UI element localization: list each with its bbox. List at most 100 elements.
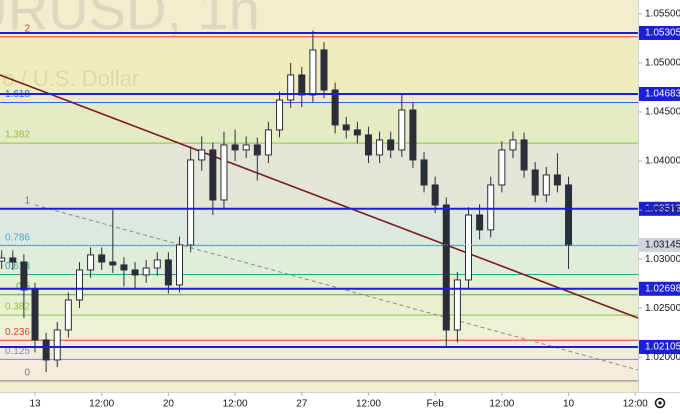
y-tick-label: 1.04000 (645, 156, 680, 167)
watermark: EURUSD, 1h Euro / U.S. Dollar (0, 0, 260, 91)
last-price-box (639, 237, 680, 252)
candles (0, 30, 573, 372)
candle-body (509, 139, 517, 151)
candle-body (309, 49, 317, 96)
level-box (639, 87, 680, 102)
fib-label: 0.382 (5, 302, 30, 313)
candle-body (531, 169, 539, 196)
fib-label: 2 (24, 23, 30, 34)
fib-band (0, 36, 638, 103)
level-box (639, 281, 680, 296)
settings-icon[interactable] (654, 397, 666, 409)
x-tick-label: 20 (163, 399, 175, 410)
fib-label: 1 (24, 195, 30, 206)
candle-body (98, 254, 106, 263)
candle-body (398, 109, 406, 151)
level-label: 1.05305 (645, 28, 680, 39)
level-label: 1.02105 (645, 342, 680, 353)
fib-band (0, 102, 638, 144)
y-tick-label: 1.02000 (645, 352, 680, 363)
candle-body (253, 144, 261, 156)
level-box (639, 339, 680, 354)
fib-label: 0.125 (5, 346, 30, 357)
x-tick-label: 12:00 (356, 399, 381, 410)
x-tick-label: 27 (296, 399, 308, 410)
candle-body (431, 184, 439, 206)
candle-body (0, 257, 6, 262)
fib-bands (0, 36, 638, 381)
y-tick-label: 1.03500 (645, 205, 680, 216)
candle-body (331, 89, 339, 126)
candle-body (53, 329, 61, 361)
candle-body (198, 149, 206, 161)
x-tick-label: Feb (427, 399, 445, 410)
candle-body (187, 159, 195, 246)
watermark-name: Euro / U.S. Dollar (0, 66, 139, 91)
candle-body (498, 149, 506, 186)
fib-band (0, 315, 638, 341)
fib-label: 1.382 (5, 130, 30, 141)
candle-body (487, 184, 495, 231)
candle-body (164, 259, 172, 286)
x-tick-label: 12:00 (223, 399, 248, 410)
fib-band (0, 340, 638, 360)
candle-body (220, 144, 228, 201)
y-tick-label: 1.05000 (645, 58, 680, 69)
level-box (639, 25, 680, 40)
candle-body (342, 124, 350, 131)
candle-body (387, 139, 395, 151)
x-tick-label: 12:00 (489, 399, 514, 410)
candle-body (476, 214, 484, 231)
watermark-symbol: EURUSD, 1h (0, 0, 260, 41)
candle-body (420, 159, 428, 186)
candle-body (298, 74, 306, 96)
candle-body (409, 109, 417, 161)
y-tick-label: 1.02500 (645, 303, 680, 314)
candle-body (464, 214, 472, 281)
fib-band (0, 294, 638, 316)
fib-label: 0.618 (5, 261, 30, 272)
x-tick-label: 10 (563, 399, 575, 410)
candle-body (442, 204, 450, 331)
fib-band (0, 359, 638, 381)
candle-body (364, 134, 372, 156)
candle-body (109, 261, 117, 266)
candle-body (242, 144, 250, 151)
fib-band (0, 143, 638, 209)
candle-body (87, 254, 95, 271)
candle-body (120, 264, 128, 271)
y-tick-label: 1.04500 (645, 107, 680, 118)
x-tick-label: 12:00 (89, 399, 114, 410)
gear-center[interactable] (658, 401, 662, 405)
trend-lines (0, 74, 638, 371)
candle-body (276, 99, 284, 131)
candle-body (453, 279, 461, 331)
level-label: 1.02698 (645, 283, 680, 294)
gear-ring[interactable] (654, 397, 666, 409)
candle-body (142, 267, 150, 276)
candle-body (320, 49, 328, 91)
candle-body (209, 149, 217, 201)
candle-body (520, 139, 528, 171)
level-box (639, 201, 680, 216)
candle-body (287, 74, 295, 101)
candle-body (553, 174, 561, 186)
candle-body (64, 299, 72, 331)
levels: 1.03145 1.05305 1.04683 1.03513 1.02698 1.021… (0, 25, 680, 354)
trend-line[interactable] (0, 74, 638, 319)
trend-line-dashed[interactable] (34, 204, 638, 371)
level-label: 1.03513 (645, 203, 680, 214)
candle-body (42, 339, 50, 361)
last-price-label: 1.03145 (645, 240, 680, 251)
candle-body (353, 129, 361, 136)
candle-body (176, 244, 184, 286)
axes: 1.05500 1.05000 1.04500 1.04000 1.03500 1.030… (29, 8, 680, 409)
candle-body (376, 139, 384, 156)
candle-body (75, 269, 83, 301)
y-tick-label: 1.03000 (645, 254, 680, 265)
candle-body (264, 129, 272, 156)
fib-label: 0.786 (5, 232, 30, 243)
fib-band (0, 245, 638, 275)
candle-body (565, 184, 573, 246)
